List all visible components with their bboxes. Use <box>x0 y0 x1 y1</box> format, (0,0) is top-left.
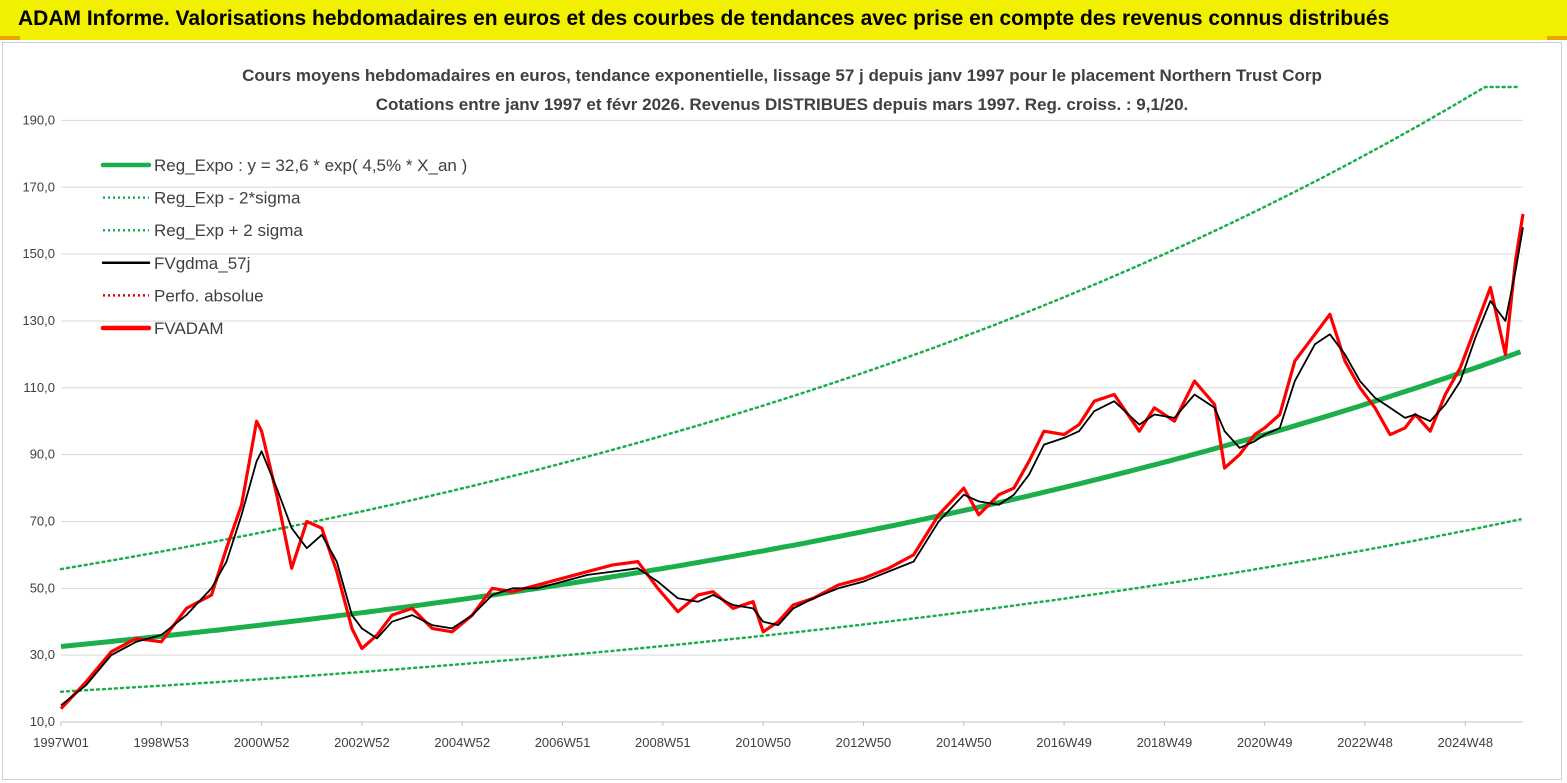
legend-label: Perfo. absolue <box>154 286 264 305</box>
x-tick-label: 2002W52 <box>334 735 390 750</box>
series-reg-plus-2-sigma <box>59 85 1522 571</box>
series-reg-minus-2-sigma <box>59 518 1522 693</box>
x-tick-label: 2024W48 <box>1437 735 1493 750</box>
axes: 10,0 30,0 50,0 70,0 90,0 110,0 130,0 150,0 170,0… <box>22 112 1523 750</box>
legend-label: FVgdma_57j <box>154 254 250 273</box>
x-tick-label: 2012W50 <box>836 735 892 750</box>
y-tick-label: 170,0 <box>22 179 55 194</box>
chart: 10,0 30,0 50,0 70,0 90,0 110,0 130,0 150,0 170,0… <box>22 66 1525 750</box>
x-tick-label: 2014W50 <box>936 735 992 750</box>
x-tick-label: 1998W53 <box>133 735 189 750</box>
legend: Reg_Expo : y = 32,6 * exp( 4,5% * X_an )… <box>100 156 467 338</box>
banner-accent-left <box>0 36 20 40</box>
y-tick-label: 10,0 <box>30 714 55 729</box>
x-tick-label: 2006W51 <box>535 735 591 750</box>
series-reg-expo <box>60 349 1522 649</box>
chart-title-line-1: Cours moyens hebdomadaires en euros, ten… <box>242 66 1322 85</box>
legend-label: Reg_Expo : y = 32,6 * exp( 4,5% * X_an ) <box>154 156 467 175</box>
x-tick-label: 2004W52 <box>434 735 490 750</box>
legend-label: Reg_Exp - 2*sigma <box>154 189 301 208</box>
x-tick-label: 2008W51 <box>635 735 691 750</box>
x-tick-label: 2022W48 <box>1337 735 1393 750</box>
y-tick-label: 190,0 <box>22 112 55 127</box>
x-tick-label: 2016W49 <box>1036 735 1092 750</box>
legend-label: Reg_Exp + 2 sigma <box>154 221 303 240</box>
y-tick-label: 30,0 <box>30 647 55 662</box>
y-tick-label: 130,0 <box>22 313 55 328</box>
y-tick-label: 90,0 <box>30 447 55 462</box>
x-tick-label: 2018W49 <box>1137 735 1193 750</box>
banner-accent-right <box>1547 36 1567 40</box>
series-layer <box>59 85 1525 710</box>
page-title: ADAM Informe. Valorisations hebdomadaire… <box>18 7 1390 30</box>
series-fvgdma-57j <box>60 227 1524 707</box>
x-tick-label: 2020W49 <box>1237 735 1293 750</box>
header-banner: ADAM Informe. Valorisations hebdomadaire… <box>0 0 1567 40</box>
y-tick-label: 50,0 <box>30 580 55 595</box>
y-tick-label: 70,0 <box>30 513 55 528</box>
x-tick-label: 2010W50 <box>735 735 791 750</box>
x-tick-label: 1997W01 <box>33 735 89 750</box>
chart-frame: 10,0 30,0 50,0 70,0 90,0 110,0 130,0 150,0 170,0… <box>2 42 1562 780</box>
chart-title-line-2: Cotations entre janv 1997 et févr 2026. … <box>376 95 1189 114</box>
series-fvadam <box>59 213 1525 710</box>
legend-label: FVADAM <box>154 319 224 338</box>
gridlines <box>61 119 1523 723</box>
x-tick-label: 2000W52 <box>234 735 290 750</box>
y-tick-label: 150,0 <box>22 246 55 261</box>
y-tick-label: 110,0 <box>23 380 55 395</box>
